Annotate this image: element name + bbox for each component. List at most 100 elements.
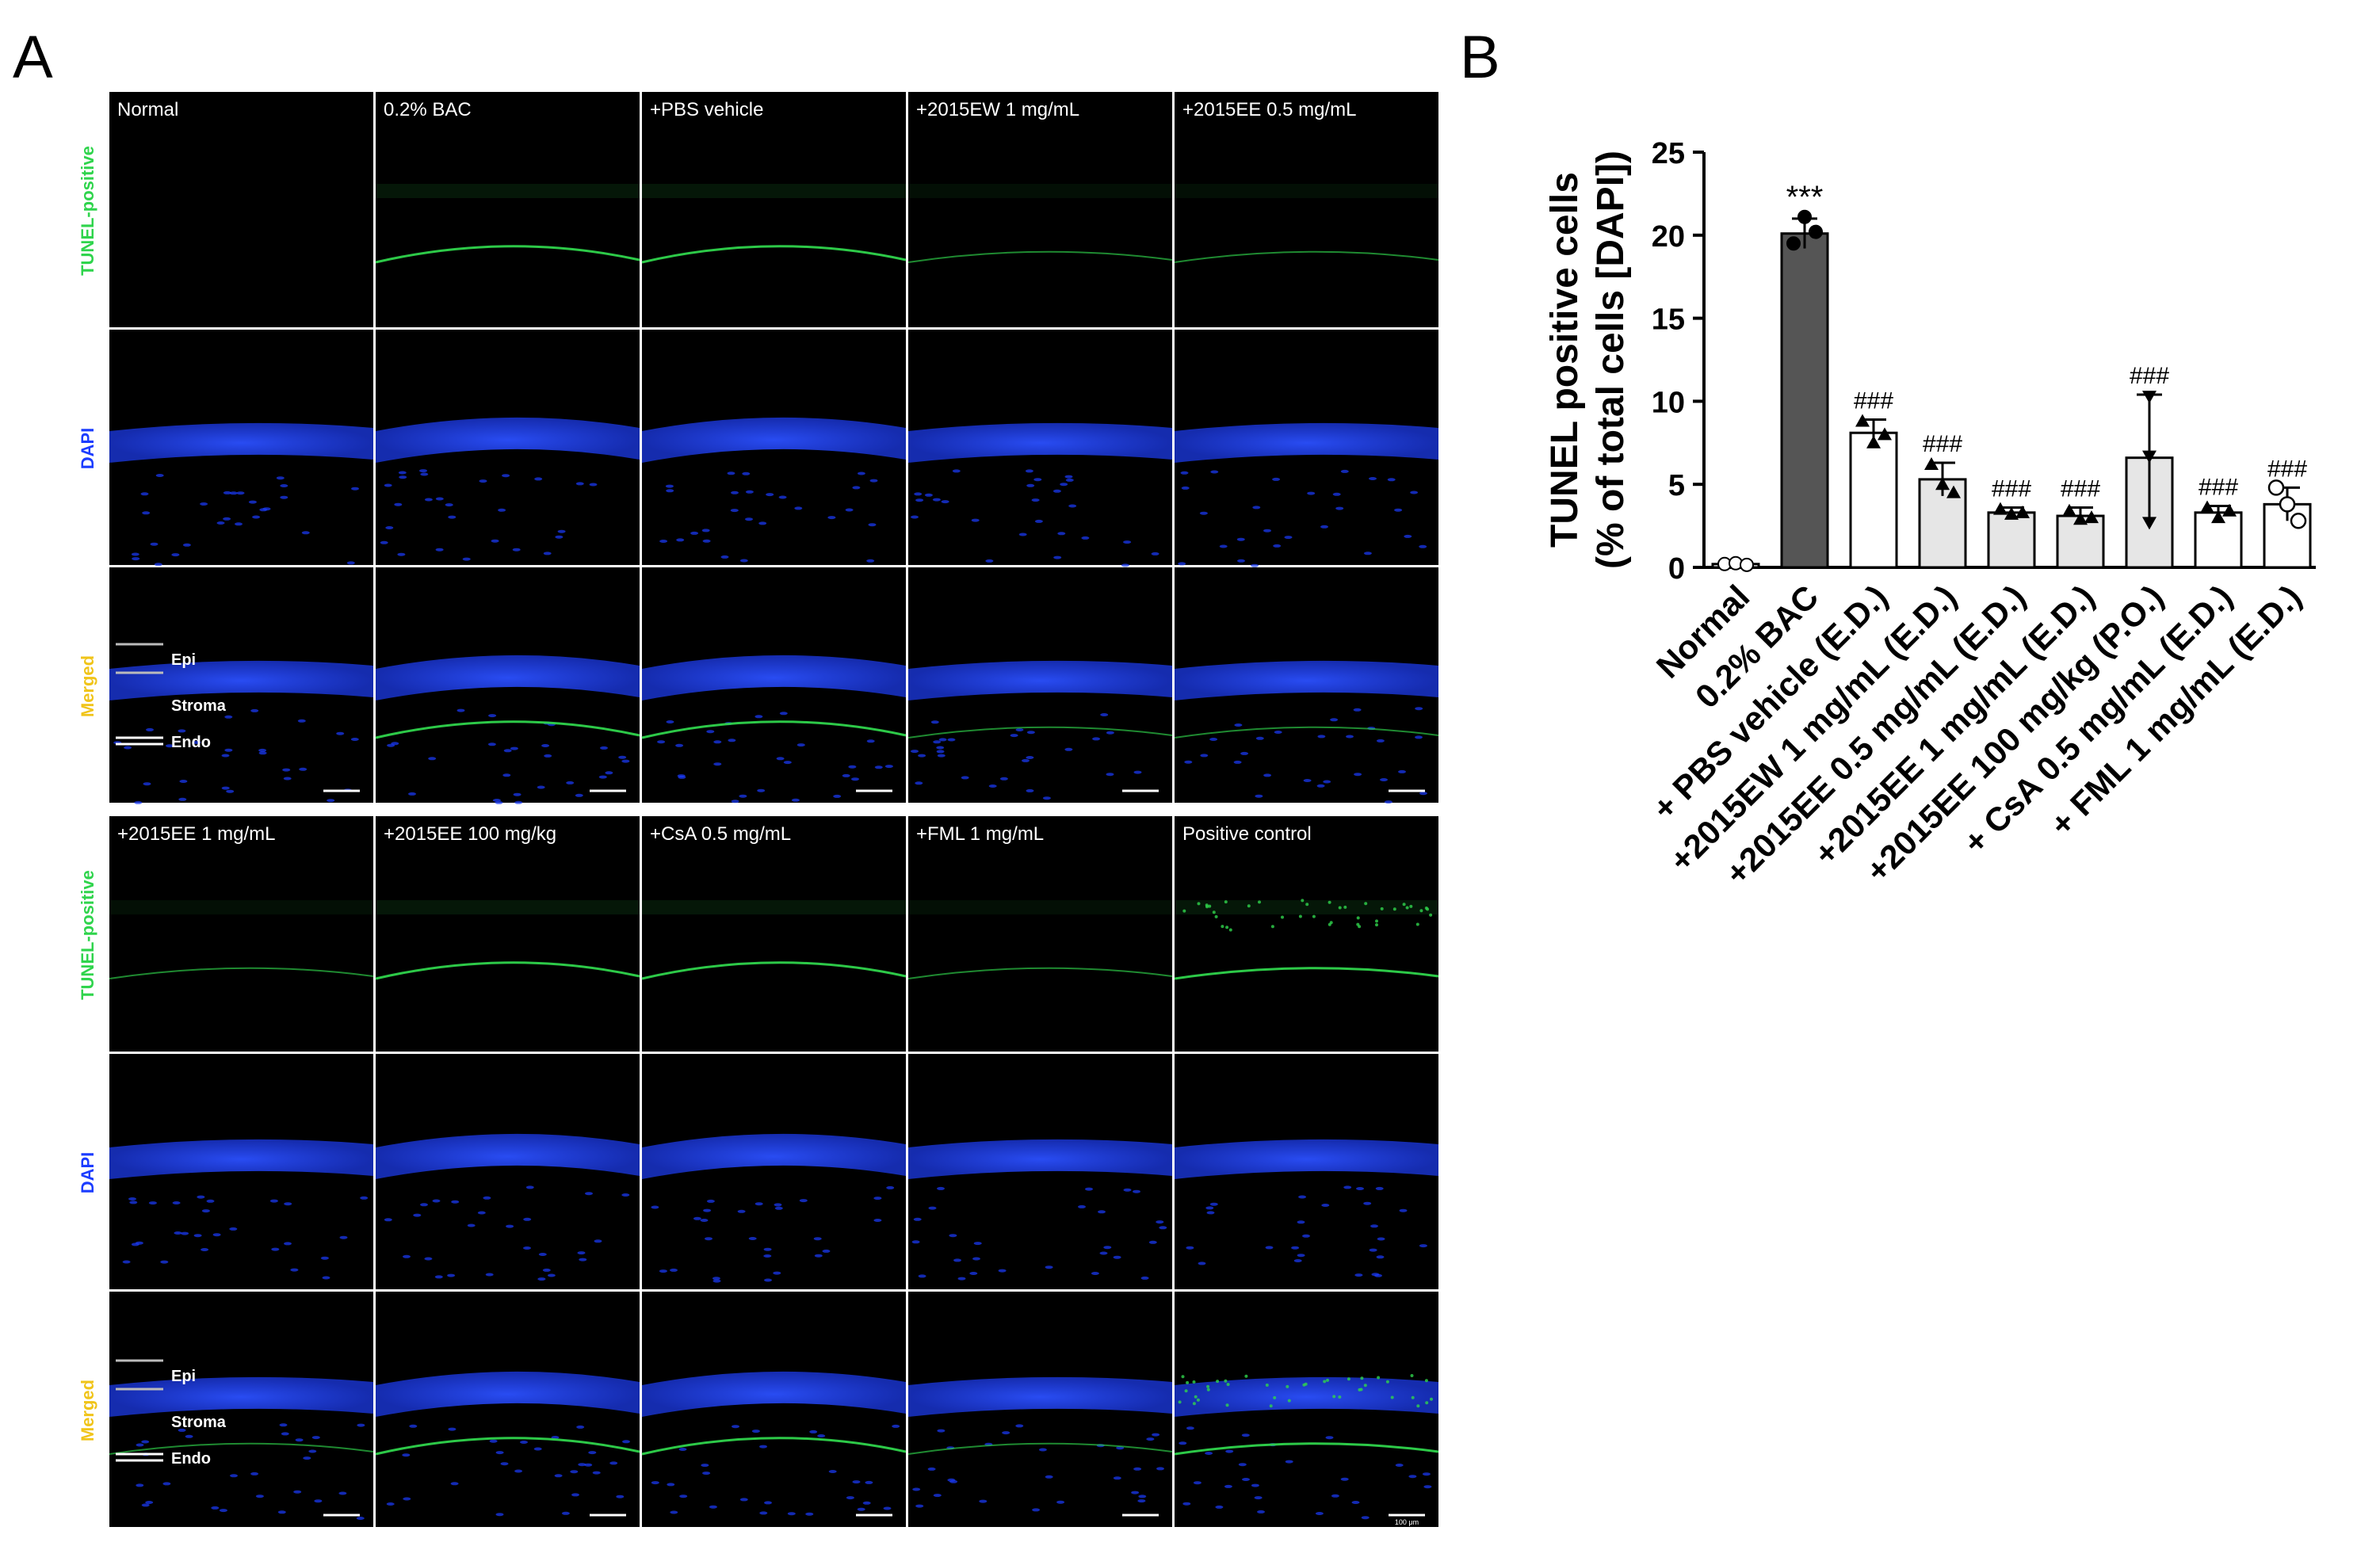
y-axis-title-line2: (% of total cells [DAPI]) <box>1590 151 1632 569</box>
condition-title: +2015EE 1 mg/mL <box>117 823 275 845</box>
y-tick-label: 0 <box>1668 552 1685 586</box>
micrograph-merged <box>907 1292 1173 1527</box>
micrograph-tunel <box>109 92 373 327</box>
data-point <box>1935 477 1950 491</box>
bar-group: ### <box>2056 476 2105 569</box>
data-point <box>2004 506 2019 520</box>
row-label-merged: Merged <box>78 1380 97 1441</box>
data-point <box>2222 503 2237 517</box>
significance-label: ### <box>2199 474 2238 500</box>
layer-label-stroma: Stroma <box>171 1414 227 1431</box>
data-point <box>2279 496 2296 513</box>
row-label-merged: Merged <box>78 655 97 717</box>
y-tick-label: 5 <box>1668 469 1685 502</box>
condition-title: +FML 1 mg/mL <box>916 823 1044 845</box>
significance-label: ### <box>2130 363 2169 389</box>
layer-annotation: Epi Stroma Endo <box>116 1359 227 1468</box>
data-point <box>2142 450 2157 464</box>
significance-label: ### <box>2267 456 2307 482</box>
panel-label-b: B <box>1460 24 1500 91</box>
data-point <box>1740 557 1754 572</box>
micrograph-dapi <box>908 1054 1172 1289</box>
row-label-dapi: DAPI <box>78 1152 97 1194</box>
condition-title: +2015EE 0.5 mg/mL <box>1182 99 1356 120</box>
micrograph-dapi <box>376 1054 640 1289</box>
micrograph-dapi <box>1175 330 1438 567</box>
data-point <box>1878 427 1892 441</box>
significance-label: ### <box>1854 387 1893 414</box>
data-point <box>2084 510 2099 524</box>
panel-label-a: A <box>13 24 53 91</box>
data-point <box>2267 479 2285 496</box>
significance-label: ### <box>2061 476 2100 502</box>
micrograph-merged <box>375 567 640 804</box>
micrograph-grid: TUNEL-positive DAPI Merged Normal 0.2% BAC +P… <box>78 92 1439 1527</box>
micrograph-dapi <box>1175 1054 1438 1289</box>
micrograph-dapi <box>642 330 906 565</box>
bars: *** ### ### ### ### ### ### ### <box>1711 180 2312 572</box>
micrograph-tunel <box>907 92 1173 327</box>
layer-label-epi: Epi <box>171 1368 196 1385</box>
condition-title: +CsA 0.5 mg/mL <box>650 823 791 845</box>
micrograph-tunel <box>375 816 640 1052</box>
scale-bar-label: 100 μm <box>1395 1518 1419 1526</box>
layer-label-epi: Epi <box>171 651 196 669</box>
data-point <box>2073 512 2088 525</box>
significance-label: ### <box>1923 431 1962 457</box>
y-axis-title-line1: TUNEL positive cells <box>1544 172 1586 548</box>
bar-group: ### <box>1849 387 1898 569</box>
micrograph-dapi <box>109 330 373 567</box>
condition-title: Positive control <box>1182 823 1312 845</box>
bar-group: ### <box>2125 363 2174 569</box>
data-point <box>2211 510 2225 524</box>
layer-label-endo: Endo <box>171 1450 211 1468</box>
bar-group: ### <box>2263 456 2312 569</box>
micrograph-merged <box>375 1292 640 1527</box>
data-point <box>2142 391 2157 404</box>
micrograph-merged <box>907 567 1173 803</box>
data-point <box>1924 457 1939 471</box>
condition-title: +PBS vehicle <box>650 99 763 120</box>
data-point <box>1946 485 1961 498</box>
micrograph-merged <box>641 1292 907 1527</box>
significance-label: ### <box>1992 476 2031 502</box>
bar-chart: TUNEL positive cells (% of total cells [… <box>1544 137 2316 892</box>
micrograph-merged <box>1174 567 1439 804</box>
data-point <box>2200 500 2214 513</box>
micrograph-merged <box>109 567 373 804</box>
row-label-tunel: TUNEL-positive <box>78 870 97 1000</box>
micrograph-merged <box>1174 1292 1439 1527</box>
significance-label: *** <box>1786 180 1824 215</box>
bar-group: ### <box>1987 476 2036 569</box>
micrograph-tunel <box>1174 92 1439 327</box>
bar-group: ### <box>1918 431 1967 569</box>
condition-title: +2015EW 1 mg/mL <box>916 99 1079 120</box>
y-tick-label: 10 <box>1652 386 1685 419</box>
condition-title: +2015EE 100 mg/kg <box>384 823 556 845</box>
micrograph-tunel <box>641 92 907 327</box>
micrograph-merged <box>641 567 907 804</box>
data-point <box>2142 517 2157 530</box>
data-point <box>2062 503 2076 517</box>
layer-annotation: Epi Stroma Endo <box>116 643 227 751</box>
data-point <box>2290 513 2307 529</box>
bar <box>1849 431 1898 569</box>
data-point <box>1866 435 1881 449</box>
data-point <box>1809 224 1823 239</box>
micrograph-tunel <box>907 816 1173 1052</box>
micrograph-tunel <box>1174 816 1439 1052</box>
micrograph-dapi <box>376 330 640 565</box>
layer-label-stroma: Stroma <box>171 697 227 715</box>
bar-group: *** <box>1780 180 1829 569</box>
bar <box>1987 511 2036 569</box>
data-point <box>1993 502 2008 515</box>
micrograph-tunel <box>109 816 374 1052</box>
layer-label-endo: Endo <box>171 734 211 751</box>
data-point <box>1786 236 1801 251</box>
y-tick-label: 20 <box>1652 220 1685 254</box>
data-point <box>2015 505 2030 518</box>
condition-title: 0.2% BAC <box>384 99 472 120</box>
micrograph-tunel <box>375 92 640 327</box>
micrograph-dapi <box>642 1054 906 1289</box>
